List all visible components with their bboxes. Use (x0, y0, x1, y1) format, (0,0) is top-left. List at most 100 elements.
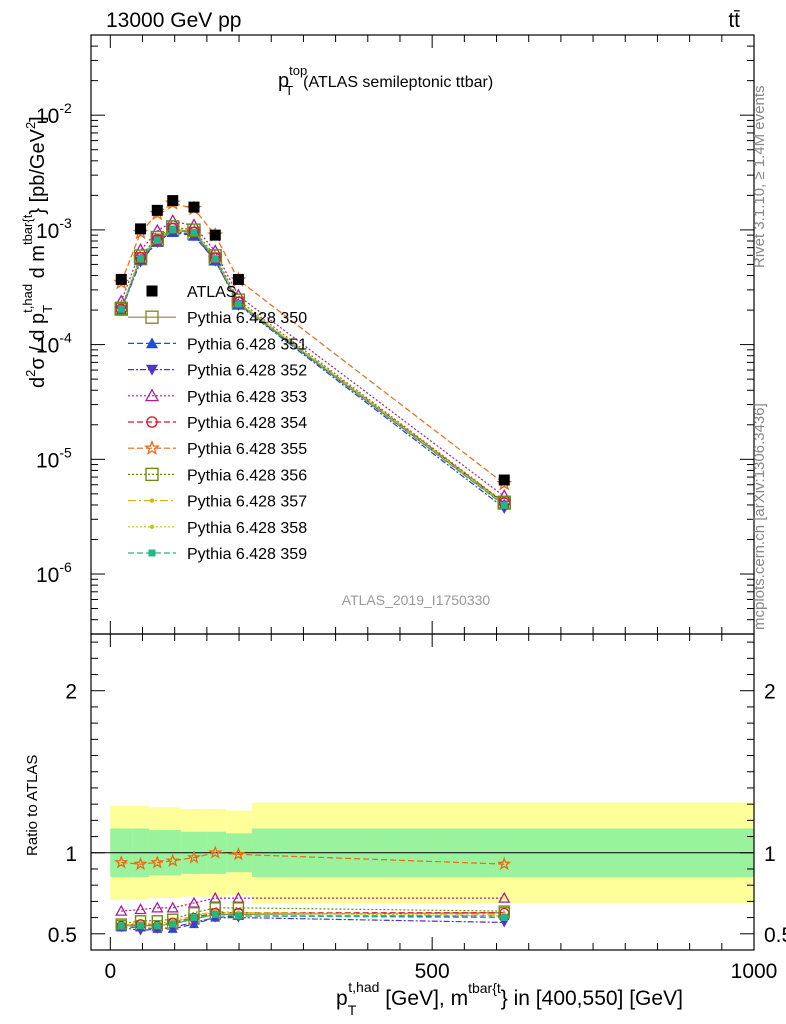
series-9-ratio-point-2 (153, 922, 161, 930)
legend-label-4: Pythia 6.428 354 (187, 415, 307, 432)
series-line-5 (120, 202, 505, 485)
legend-label-5: Pythia 6.428 355 (187, 441, 307, 458)
series-4-point-2 (151, 234, 164, 246)
legend-marker-5 (144, 439, 160, 456)
axes-ticks: 0 500 1000 10-6 10-5 10-4 10-3 10-2 0.5 0.5 1 1 2 2 (36, 34, 786, 983)
ratio-plot-frame (90, 633, 755, 951)
series-9-point-3 (169, 225, 177, 233)
series-5-ratio-point-7 (497, 856, 512, 871)
legend-marker-7 (149, 498, 155, 503)
atlas-point-3 (167, 195, 179, 207)
legend-marker-8 (149, 524, 155, 529)
x-tick-label: 0 (104, 960, 116, 983)
series-9-ratio-point-1 (137, 922, 145, 930)
y-tick-label: 10-4 (36, 330, 72, 358)
ratio-tick-label: 1 (65, 843, 77, 866)
series-3-ratio-point-3 (166, 901, 179, 913)
series-5-ratio-point-5 (208, 845, 223, 859)
ratio-tick-label-right: 2 (764, 681, 776, 704)
series-5-ratio-point-4 (187, 850, 201, 864)
series-9-ratio-point-6 (234, 912, 242, 920)
series-5-ratio-point-2 (150, 855, 165, 869)
legend-label-1: Pythia 6.428 351 (187, 336, 307, 353)
series-3-ratio-point-4 (187, 896, 201, 908)
legend-marker-1 (146, 337, 158, 349)
process-label: tt̄ (728, 9, 740, 32)
legend-label-9: Pythia 6.428 359 (187, 546, 307, 563)
y-axis-label: d2σ / d pTt,had d mtbar{t} [pb/GeV2] (20, 116, 55, 388)
series-4-point-1 (134, 252, 147, 264)
ratio-tick-label-right: 1 (764, 843, 776, 866)
series-4-ratio-point-0 (116, 920, 127, 931)
legend-label-0: Pythia 6.428 350 (187, 310, 307, 327)
data-points (113, 194, 513, 936)
legend-marker-2 (146, 364, 158, 376)
legend-label-atlas: ATLAS (187, 284, 237, 301)
atlas-point-0 (115, 273, 127, 285)
series-3-ratio-point-2 (151, 901, 164, 913)
ratio-tick-label: 2 (65, 681, 77, 704)
series-3-ratio-point-1 (134, 903, 147, 915)
plot-title: ptop T (ATLAS semileptonic ttbar) (278, 63, 493, 98)
series-3-ratio-point-7 (498, 891, 511, 903)
ratio-tick-label: 0.5 (48, 924, 77, 947)
series-6-point-0 (114, 301, 128, 316)
atlas-point-1 (135, 223, 147, 235)
x-axis-label: pTt,had [GeV], mtbar{t} in [400,550] [Ge… (336, 979, 683, 1018)
series-3-ratio-point-6 (232, 891, 245, 903)
atlas-point-7 (498, 474, 510, 486)
series-9-point-6 (234, 300, 242, 308)
series-line-9 (120, 228, 505, 506)
analysis-id: ATLAS_2019_I1750330 (342, 592, 491, 608)
series-9-point-1 (137, 255, 145, 263)
series-9-ratio-point-0 (117, 922, 125, 930)
series-9-point-0 (117, 305, 125, 313)
series-4-point-4 (188, 226, 200, 239)
series-9-point-4 (190, 229, 198, 237)
series-9-ratio-point-4 (190, 914, 198, 922)
legend-label-7: Pythia 6.428 357 (187, 494, 307, 511)
series-9-point-2 (153, 236, 161, 244)
series-9-ratio-point-7 (500, 914, 508, 922)
series-5-ratio-point-6 (231, 847, 246, 861)
series-6-point-4 (187, 223, 201, 237)
y-tick-label: 10-2 (36, 100, 72, 128)
series-4-point-3 (166, 222, 179, 235)
legend-label-2: Pythia 6.428 352 (187, 363, 307, 380)
series-line-1 (120, 231, 505, 506)
atlas-point-2 (151, 204, 163, 216)
y-tick-label: 10-6 (36, 559, 72, 587)
legend-marker-6 (145, 467, 159, 482)
legend-marker-atlas (146, 285, 158, 297)
x-tick-label: 500 (415, 960, 450, 983)
rivet-version-label: Rivet 3.1.10, ≥ 1.4M events (751, 86, 768, 269)
legend-label-3: Pythia 6.428 353 (187, 389, 307, 406)
series-line-3 (120, 220, 505, 497)
y-tick-label: 10-3 (36, 215, 72, 243)
legend-label-6: Pythia 6.428 356 (187, 467, 307, 484)
atlas-point-4 (188, 201, 200, 213)
series-9-ratio-point-3 (169, 920, 177, 928)
x-tick-label: 1000 (731, 960, 778, 983)
series-line-7 (120, 227, 505, 505)
mcplots-label: mcplots.cern.ch [arXiv:1306.3436] (751, 403, 768, 630)
y-tick-label: 10-5 (36, 444, 72, 472)
series-ratio-line-2 (121, 916, 505, 932)
series-4-point-5 (209, 252, 221, 264)
series-3-ratio-point-0 (115, 904, 128, 916)
series-line-8 (120, 227, 505, 506)
series-5-ratio-point-0 (114, 855, 129, 869)
series-3-ratio-point-5 (209, 891, 222, 903)
energy-label: 13000 GeV pp (106, 9, 241, 32)
series-line-2 (120, 230, 505, 509)
legend-marker-3 (144, 388, 160, 402)
legend-label-8: Pythia 6.428 358 (187, 520, 307, 537)
legend-marker-4 (146, 416, 158, 428)
atlas-point-5 (209, 229, 221, 241)
legend: ATLAS Pythia 6.428 350 Pythia 6.428 351 Pyt… (128, 284, 307, 563)
series-9-point-7 (500, 501, 508, 509)
series-9-ratio-point-5 (211, 910, 219, 918)
series-3-point-2 (150, 223, 165, 237)
atlas-point-6 (232, 273, 244, 285)
series-5-ratio-point-3 (165, 853, 180, 867)
